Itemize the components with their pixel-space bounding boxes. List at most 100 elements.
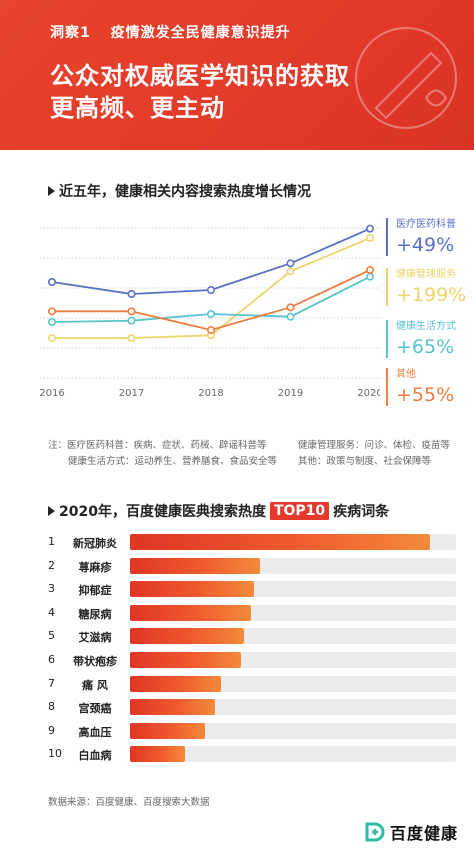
- section-title-trend-text: 近五年，健康相关内容搜索热度增长情况: [59, 184, 311, 200]
- bar-row: 6 带状疱疹: [48, 650, 458, 670]
- bar-term-label: 宫颈癌: [78, 702, 112, 716]
- legend-series-name: 医疗医药科普: [396, 219, 456, 230]
- bar-fill: [130, 675, 222, 692]
- legend-item: 健康生活方式 +65%: [386, 320, 456, 358]
- data-point: [127, 334, 136, 343]
- bar-row: 7 痛 风: [48, 674, 458, 694]
- bar-row: 8 宫颈癌: [48, 697, 458, 717]
- bar-rank: 1: [48, 535, 55, 548]
- bar-rank: 9: [48, 723, 55, 737]
- insight-kicker: 洞察1 疫情激发全民健康意识提升: [50, 22, 291, 42]
- bar-rank: 10: [48, 747, 62, 761]
- data-point: [48, 334, 57, 343]
- top10-badge: TOP10: [269, 502, 330, 520]
- bar-term-label: 抑郁症: [78, 584, 112, 598]
- note-right-1: 健康管理服务：问诊、体检、疫苗等: [298, 440, 451, 451]
- data-point: [48, 278, 57, 287]
- data-point: [48, 307, 57, 316]
- series-line: [51, 227, 371, 295]
- data-source: 数据来源：百度健康、百度搜索大数据: [48, 797, 210, 808]
- section-title-trend: 近五年，健康相关内容搜索热度增长情况: [48, 181, 311, 201]
- note-left-2: 健康生活方式：运动养生、营养膳食、食品安全等: [68, 456, 278, 467]
- bar-term-label: 糖尿病: [78, 607, 112, 621]
- data-point: [207, 310, 216, 319]
- data-point: [127, 316, 136, 325]
- data-point: [365, 265, 374, 274]
- bar-row: 1 新冠肺炎: [48, 532, 458, 552]
- header-banner: 洞察1 疫情激发全民健康意识提升 公众对权威医学知识的获取 更高频、更主动: [0, 0, 474, 150]
- bar-rank: 2: [48, 558, 55, 572]
- headline-line-2: 更高频、更主动: [50, 94, 225, 122]
- insight-number: 洞察1: [50, 25, 91, 41]
- health-pencil-icon: [355, 27, 457, 129]
- legend-growth-value: +55%: [396, 384, 455, 406]
- bar-term-label: 带状疱疹: [73, 655, 117, 668]
- data-point: [207, 326, 216, 335]
- data-point: [365, 233, 374, 242]
- bar-rank: 8: [48, 700, 55, 714]
- data-point: [127, 307, 136, 316]
- bar-row: 4 糖尿病: [48, 603, 458, 623]
- bar-track: [130, 722, 456, 739]
- bar-track: [130, 746, 456, 763]
- brand-logo: 百度健康: [364, 820, 458, 844]
- bar-term-label: 新冠肺炎: [73, 537, 117, 550]
- note-right-2: 其他：政策与制度、社会保障等: [298, 456, 432, 467]
- bar-track: [130, 675, 456, 692]
- bar-row: 5 艾滋病: [48, 626, 458, 646]
- section-title-top10-post: 疾病词条: [333, 504, 390, 520]
- bar-track: [130, 557, 456, 574]
- chart-notes: 注：医疗医药科普：疾病、症状、药械、辟谣科普等 健康管理服务：问诊、体检、疫苗等…: [48, 438, 468, 470]
- insight-topic: 疫情激发全民健康意识提升: [110, 25, 291, 41]
- triangle-bullet-icon: [48, 186, 55, 196]
- bar-term-label: 荨麻疹: [78, 560, 112, 574]
- legend-item: 其他 +55%: [386, 368, 454, 406]
- section-title-top10-pre: 2020年，百度健康医典搜索热度: [59, 504, 266, 520]
- bar-track: [130, 628, 456, 645]
- bar-fill: [130, 699, 215, 716]
- legend-item: 医疗医药科普 +49%: [386, 218, 456, 256]
- bar-track: [130, 699, 456, 716]
- bar-track: [130, 581, 456, 598]
- note-left-1: 注：医疗医药科普：疾病、症状、药械、辟谣科普等: [48, 440, 267, 451]
- data-point: [127, 290, 136, 299]
- bar-rank: 4: [48, 605, 55, 619]
- bar-fill: [130, 581, 254, 598]
- bar-fill: [130, 746, 186, 763]
- legend-series-name: 其他: [396, 369, 416, 380]
- bar-row: 3 抑郁症: [48, 579, 458, 599]
- x-tick-label: 2016: [40, 388, 65, 399]
- data-point: [286, 259, 295, 268]
- data-point: [286, 267, 295, 276]
- bar-row: 2 荨麻疹: [48, 556, 458, 576]
- baidu-health-logo-icon: [365, 822, 385, 842]
- triangle-bullet-icon: [48, 506, 55, 516]
- bar-track: [130, 604, 456, 621]
- bar-fill: [130, 534, 430, 550]
- bar-track: [130, 534, 456, 550]
- legend-item: 健康管理服务 +199%: [386, 268, 466, 306]
- bar-rank: 3: [48, 582, 55, 596]
- data-point: [286, 312, 295, 321]
- bar-term-label: 高血压: [78, 725, 112, 739]
- legend-growth-value: +199%: [396, 284, 467, 306]
- headline-line-1: 公众对权威医学知识的获取: [50, 62, 350, 90]
- bar-term-label: 痛 风: [82, 678, 108, 692]
- legend-growth-value: +65%: [396, 336, 455, 358]
- data-point: [365, 272, 374, 281]
- x-tick-label: 2017: [119, 388, 144, 399]
- legend-series-name: 健康管理服务: [396, 269, 456, 280]
- bar-fill: [130, 604, 251, 621]
- x-tick-label: 2020: [357, 388, 380, 399]
- bar-row: 9 高血压: [48, 721, 458, 741]
- bar-rank: 5: [48, 629, 55, 643]
- bar-fill: [130, 722, 205, 739]
- data-point: [365, 224, 374, 233]
- x-tick-label: 2019: [278, 388, 303, 399]
- legend-series-name: 健康生活方式: [396, 321, 456, 332]
- line-chart: 2016 2017 2018 2019 2020: [40, 224, 380, 399]
- bar-rank: 6: [48, 653, 55, 666]
- bar-term-label: 白血病: [78, 749, 112, 763]
- bar-row: 10 白血病: [48, 744, 458, 764]
- bar-fill: [130, 628, 245, 645]
